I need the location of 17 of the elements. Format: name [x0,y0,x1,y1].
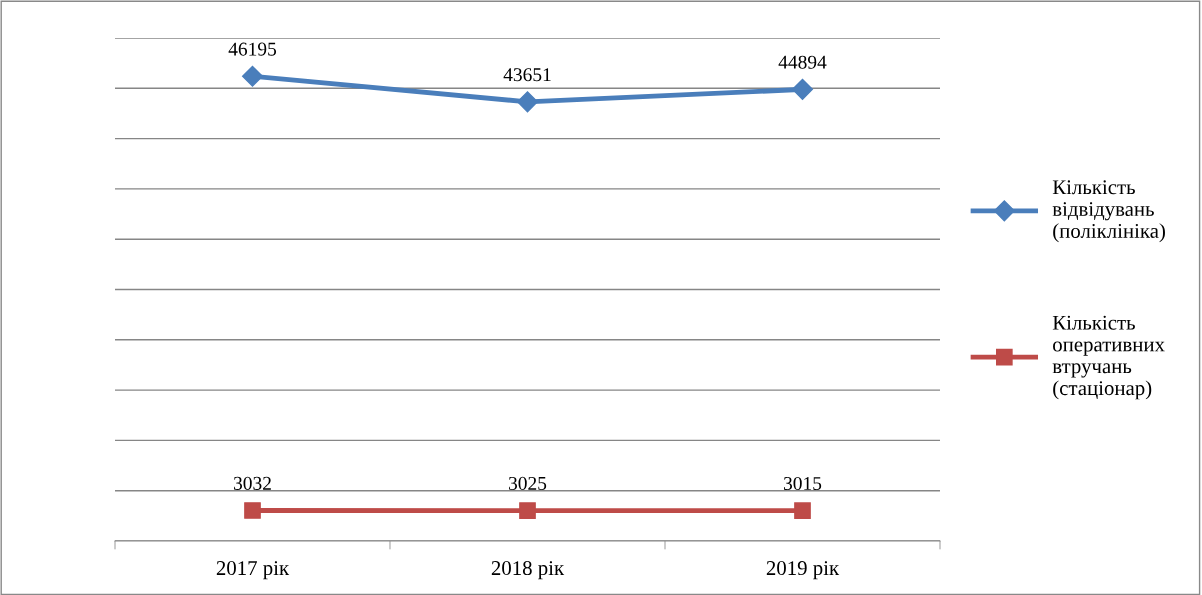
point [791,78,814,100]
x-tick-label: 2017 рік [216,561,290,580]
x-tick-label: 2019 рік [766,561,840,580]
data-label: 46195 [228,42,277,56]
x-tick-label: 2018 рік [491,561,565,580]
legend-label: Кількість оперативних втручань (стаціонар) [1052,315,1165,400]
data-label: 3025 [508,476,547,490]
point [516,91,539,113]
data-label: 44894 [778,55,827,69]
data-label: 3015 [783,476,822,491]
legend-label: Кількість відвідувань (поліклініка) [1052,180,1165,243]
point [244,502,261,519]
data-label: 43651 [503,68,551,82]
point [241,65,264,87]
point [519,502,536,519]
point [794,502,811,520]
data-label: 3032 [233,476,271,490]
